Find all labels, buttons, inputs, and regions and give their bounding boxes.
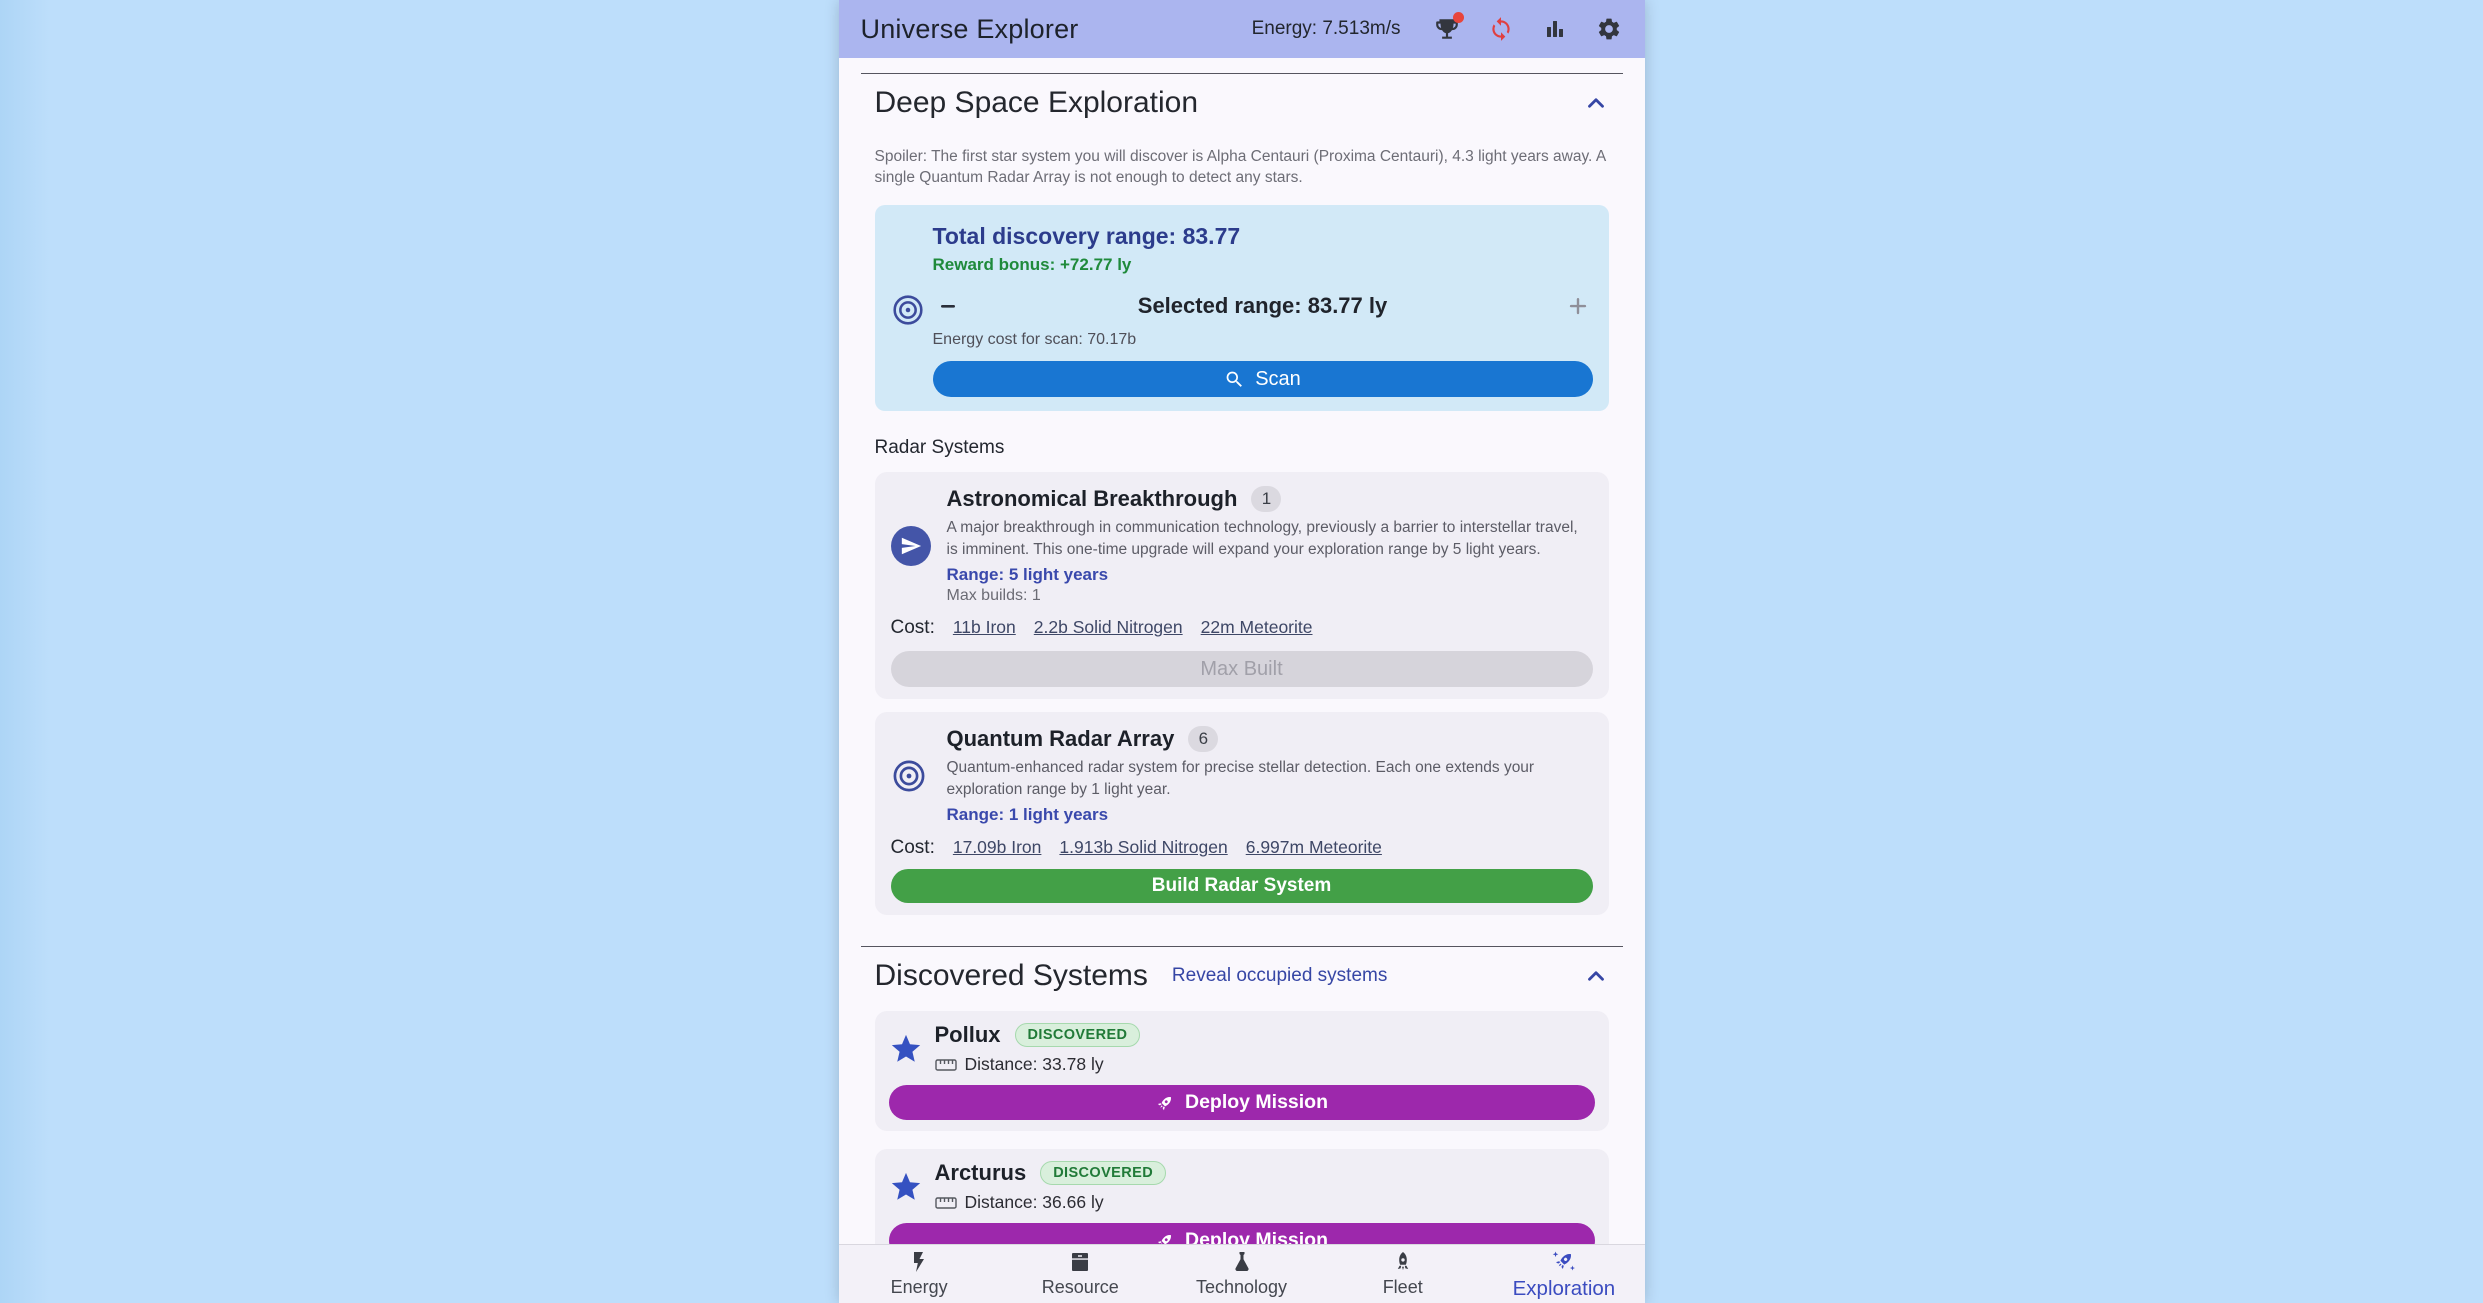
cost-label: Cost: [890, 837, 935, 858]
max-builds-label: Max builds: 1 [946, 587, 1041, 604]
cost-iron-link[interactable]: 17.09b Iron [952, 837, 1042, 857]
increase-range-icon[interactable] [1563, 291, 1593, 321]
radar-target-icon [891, 726, 947, 825]
upgrade-range: Range: 5 light years [946, 565, 1109, 584]
bottom-navigation: Energy Resource Technology Fleet Explora… [838, 1244, 1645, 1303]
ruler-icon [934, 1058, 957, 1072]
deploy-mission-button[interactable]: Deploy Mission [888, 1223, 1595, 1244]
settings-icon[interactable] [1595, 15, 1623, 43]
system-name: Arcturus [934, 1160, 1027, 1185]
section-divider [860, 946, 1623, 947]
max-built-button[interactable]: Max Built [890, 651, 1593, 687]
collapse-chevron-icon[interactable] [1583, 963, 1609, 989]
status-badge: DISCOVERED [1040, 1161, 1167, 1185]
deploy-mission-label: Deploy Mission [1184, 1229, 1329, 1244]
nav-label: Fleet [1382, 1277, 1423, 1297]
rocket-icon [1391, 1250, 1415, 1274]
spoiler-text: Spoiler: The first star system you will … [874, 148, 1606, 186]
build-count-badge: 1 [1251, 486, 1282, 512]
rocket-launch-icon [1551, 1248, 1577, 1274]
rocket-icon [1155, 1231, 1175, 1244]
cost-label: Cost: [890, 617, 935, 638]
scan-energy-cost: Energy cost for scan: 70.17b [932, 331, 1137, 348]
nav-label: Technology [1195, 1277, 1288, 1297]
ruler-icon [934, 1196, 957, 1210]
system-card-pollux: Pollux DISCOVERED Distance: 33.78 ly Dep… [874, 1011, 1609, 1131]
search-icon [1224, 369, 1245, 390]
exploration-section-header: Deep Space Exploration [875, 86, 1609, 120]
total-discovery-range: Total discovery range: 83.77 [932, 223, 1241, 249]
nav-item-energy[interactable]: Energy [839, 1245, 1000, 1303]
nav-item-fleet[interactable]: Fleet [1322, 1245, 1483, 1303]
range-stepper: Selected range: 83.77 ly [933, 291, 1593, 321]
build-count-badge: 6 [1188, 726, 1219, 752]
nav-item-exploration[interactable]: Exploration [1483, 1245, 1644, 1303]
scan-button[interactable]: Scan [932, 361, 1593, 397]
top-bar: Universe Explorer Energy: 7.513m/s [838, 0, 1645, 58]
upgrade-description: A major breakthrough in communication te… [946, 519, 1578, 558]
scan-panel-body: Total discovery range: 83.77 Reward bonu… [932, 223, 1593, 397]
app-window: Universe Explorer Energy: 7.513m/s Deep … [838, 0, 1645, 1303]
nav-label: Exploration [1512, 1276, 1616, 1300]
stats-icon[interactable] [1541, 15, 1569, 43]
upgrade-card-astronomical-breakthrough: Astronomical Breakthrough 1 A major brea… [874, 472, 1609, 699]
cost-row: Cost: 17.09b Iron 1.913b Solid Nitrogen … [891, 837, 1593, 859]
upgrade-card-quantum-radar-array: Quantum Radar Array 6 Quantum-enhanced r… [874, 712, 1609, 915]
reveal-occupied-systems-link[interactable]: Reveal occupied systems [1171, 965, 1388, 986]
send-paper-plane-icon [890, 486, 947, 605]
radar-target-icon [891, 223, 933, 397]
trophy-icon[interactable] [1433, 12, 1464, 43]
upgrade-name: Astronomical Breakthrough [946, 486, 1238, 511]
lightning-bolt-icon [907, 1250, 931, 1274]
star-icon [889, 1032, 935, 1066]
decrease-range-icon[interactable] [933, 291, 963, 321]
flask-icon [1230, 1250, 1254, 1274]
section-title: Discovered Systems [874, 959, 1148, 992]
system-distance: Distance: 36.66 ly [964, 1192, 1104, 1212]
storage-box-icon [1068, 1250, 1092, 1274]
system-card-arcturus: Arcturus DISCOVERED Distance: 36.66 ly D… [874, 1149, 1609, 1244]
nav-item-resource[interactable]: Resource [1000, 1245, 1161, 1303]
radar-systems-label: Radar Systems [874, 437, 1005, 458]
scan-button-label: Scan [1255, 367, 1301, 390]
selected-range-label: Selected range: 83.77 ly [1137, 293, 1388, 318]
upgrade-name: Quantum Radar Array [946, 726, 1175, 751]
cost-solid-nitrogen-link[interactable]: 1.913b Solid Nitrogen [1059, 837, 1228, 857]
nav-label: Energy [890, 1277, 948, 1297]
topbar-actions: Energy: 7.513m/s [1251, 12, 1623, 43]
build-radar-system-button[interactable]: Build Radar System [890, 869, 1593, 903]
discovered-section-header: Discovered Systems Reveal occupied syste… [875, 959, 1609, 993]
notification-dot [1452, 12, 1464, 23]
scan-panel: Total discovery range: 83.77 Reward bonu… [874, 205, 1609, 411]
reward-bonus: Reward bonus: +72.77 ly [932, 255, 1132, 274]
cost-meteorite-link[interactable]: 6.997m Meteorite [1245, 837, 1382, 857]
section-title: Deep Space Exploration [874, 86, 1199, 119]
status-badge: DISCOVERED [1014, 1023, 1141, 1047]
nav-item-technology[interactable]: Technology [1161, 1245, 1322, 1303]
nav-label: Resource [1041, 1277, 1119, 1297]
app-title: Universe Explorer [860, 13, 1079, 44]
cost-row: Cost: 11b Iron 2.2b Solid Nitrogen 22m M… [891, 617, 1593, 639]
system-distance: Distance: 33.78 ly [964, 1054, 1104, 1074]
system-name: Pollux [934, 1022, 1001, 1047]
upgrade-description: Quantum-enhanced radar system for precis… [946, 759, 1535, 798]
deploy-mission-button[interactable]: Deploy Mission [888, 1085, 1595, 1120]
collapse-chevron-icon[interactable] [1583, 90, 1609, 116]
star-icon [889, 1170, 935, 1204]
cost-solid-nitrogen-link[interactable]: 2.2b Solid Nitrogen [1033, 617, 1183, 637]
deploy-mission-label: Deploy Mission [1184, 1091, 1329, 1113]
sync-icon[interactable] [1487, 15, 1515, 43]
cost-iron-link[interactable]: 11b Iron [952, 617, 1016, 637]
cost-meteorite-link[interactable]: 22m Meteorite [1200, 617, 1313, 637]
upgrade-range: Range: 1 light years [946, 805, 1109, 824]
section-divider [860, 73, 1623, 74]
rocket-icon [1155, 1093, 1175, 1113]
main-content: Deep Space Exploration Spoiler: The firs… [838, 58, 1645, 1244]
energy-rate-label: Energy: 7.513m/s [1251, 18, 1401, 39]
